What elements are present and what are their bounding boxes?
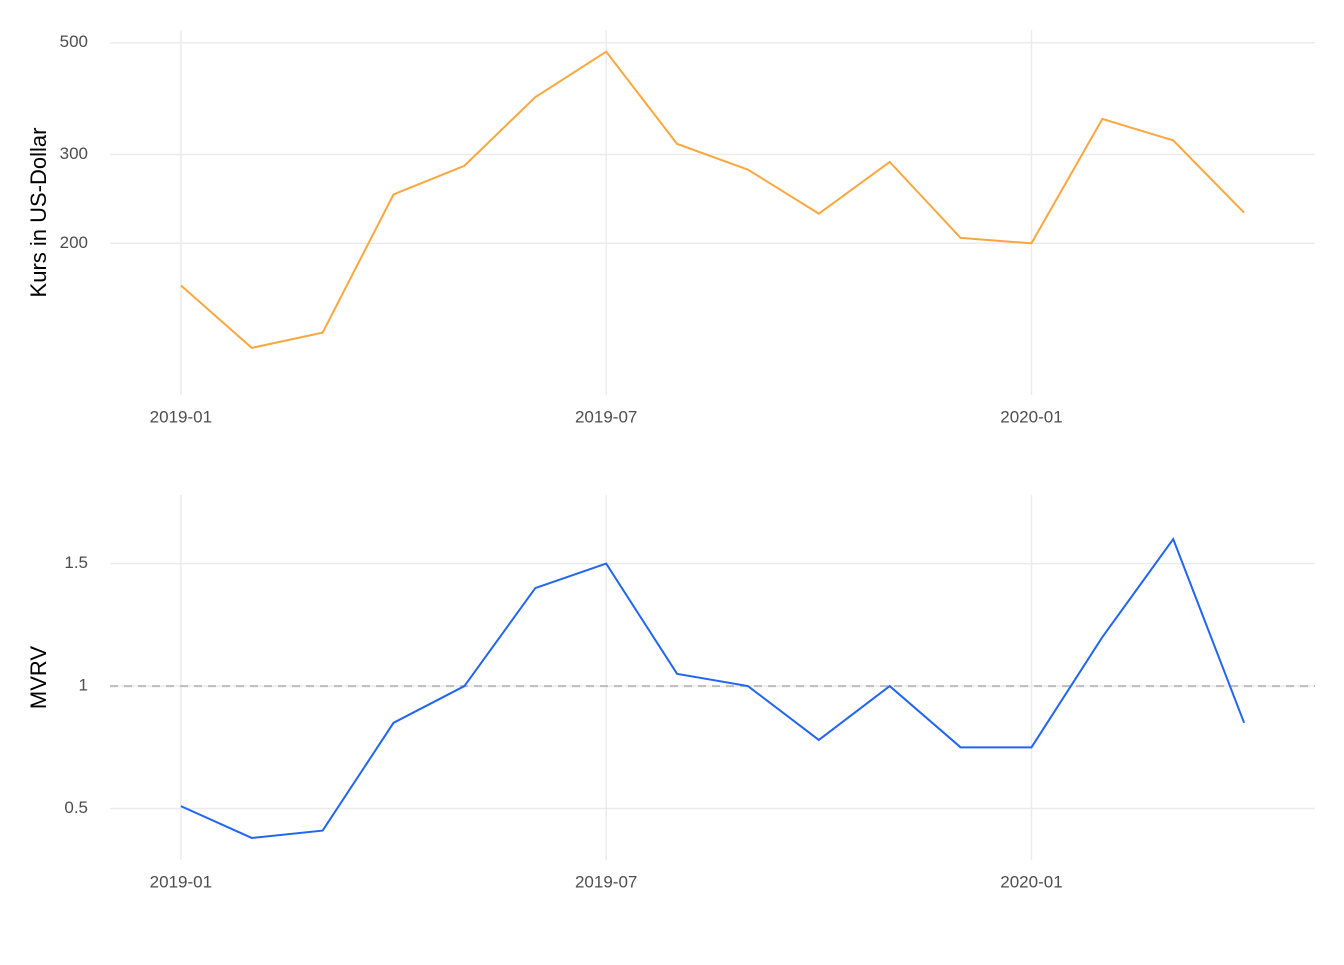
- y-tick-label: 1: [79, 676, 88, 695]
- data-line: [180, 537, 1246, 839]
- y-tick-label: 300: [60, 144, 88, 163]
- y-tick-label: 500: [60, 32, 88, 51]
- x-tick-label: 2019-07: [575, 407, 637, 426]
- y-axis-label: Kurs in US-Dollar: [26, 128, 51, 298]
- y-tick-label: 0.5: [64, 798, 88, 817]
- y-tick-label: 200: [60, 233, 88, 252]
- x-tick-label: 2020-01: [1000, 872, 1062, 891]
- x-tick-label: 2020-01: [1000, 407, 1062, 426]
- y-tick-label: 1.5: [64, 553, 88, 572]
- x-tick-label: 2019-07: [575, 872, 637, 891]
- x-tick-label: 2019-01: [150, 407, 212, 426]
- x-tick-label: 2019-01: [150, 872, 212, 891]
- y-axis-label: MVRV: [26, 646, 51, 709]
- data-line: [180, 50, 1245, 350]
